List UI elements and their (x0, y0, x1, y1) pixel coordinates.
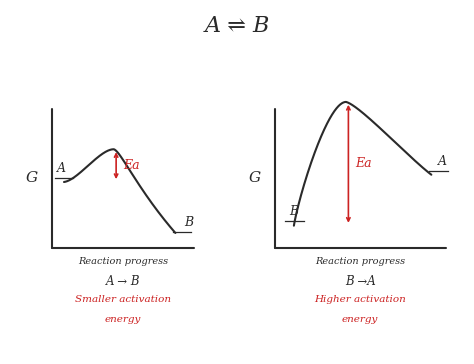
Text: Ea: Ea (356, 157, 372, 170)
Text: A ⇌ B: A ⇌ B (204, 15, 270, 36)
Text: Higher activation: Higher activation (314, 295, 406, 304)
Text: A: A (57, 162, 66, 175)
Text: A → B: A → B (106, 275, 140, 288)
Text: B: B (184, 216, 193, 229)
Text: energy: energy (342, 315, 378, 324)
Text: Smaller activation: Smaller activation (75, 295, 171, 304)
Text: Reaction progress: Reaction progress (78, 257, 168, 266)
Text: B: B (289, 205, 299, 218)
Text: B →A: B →A (345, 275, 375, 288)
Text: A: A (438, 155, 447, 168)
Text: G: G (26, 171, 38, 185)
Text: G: G (248, 171, 261, 185)
Text: Reaction progress: Reaction progress (315, 257, 405, 266)
Text: energy: energy (105, 315, 141, 324)
Text: Ea: Ea (123, 159, 140, 172)
